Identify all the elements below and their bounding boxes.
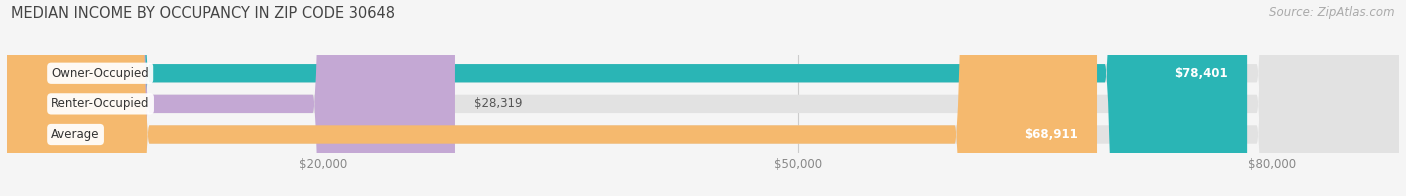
Text: $78,401: $78,401 (1174, 67, 1229, 80)
Text: Average: Average (51, 128, 100, 141)
Text: Owner-Occupied: Owner-Occupied (51, 67, 149, 80)
FancyBboxPatch shape (7, 0, 1097, 196)
Text: MEDIAN INCOME BY OCCUPANCY IN ZIP CODE 30648: MEDIAN INCOME BY OCCUPANCY IN ZIP CODE 3… (11, 6, 395, 21)
Text: Renter-Occupied: Renter-Occupied (51, 97, 150, 110)
FancyBboxPatch shape (7, 0, 1399, 196)
FancyBboxPatch shape (7, 0, 1399, 196)
Text: $28,319: $28,319 (474, 97, 523, 110)
FancyBboxPatch shape (7, 0, 456, 196)
FancyBboxPatch shape (7, 0, 1399, 196)
FancyBboxPatch shape (7, 0, 1247, 196)
Text: Source: ZipAtlas.com: Source: ZipAtlas.com (1270, 6, 1395, 19)
Text: $68,911: $68,911 (1025, 128, 1078, 141)
